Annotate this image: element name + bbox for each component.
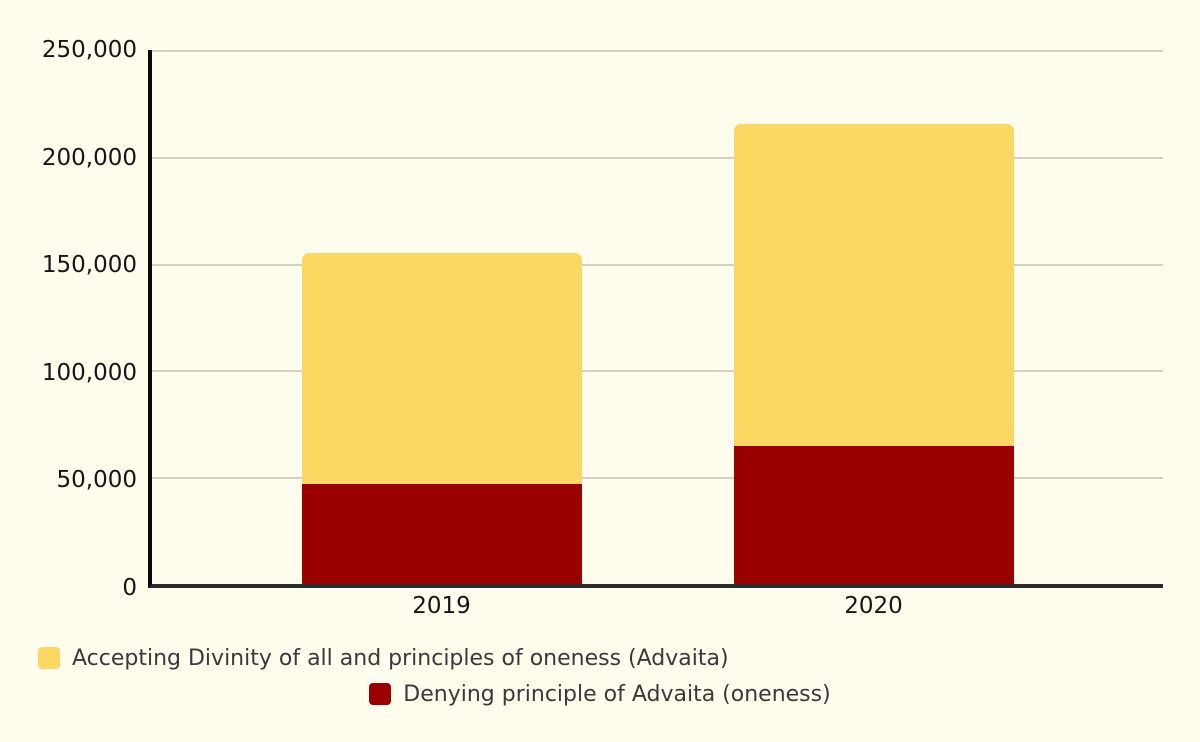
x-axis-tick-label: 2020 <box>844 593 903 619</box>
y-axis-tick-label: 150,000 <box>41 252 137 279</box>
plot-area <box>148 50 1163 588</box>
bar-segment[interactable] <box>301 252 582 484</box>
bar-stack-2020 <box>733 50 1014 584</box>
bar-stack-2019 <box>301 50 582 584</box>
gridline <box>152 50 1163 52</box>
bar-segment[interactable] <box>733 123 1014 447</box>
y-axis-tick-label: 250,000 <box>41 37 137 63</box>
y-axis-labels: 0 50,000 100,000 150,000 200,000 250,000 <box>0 37 137 601</box>
gridline <box>152 156 1163 159</box>
legend-swatch-denying-icon <box>369 683 392 705</box>
gridlines <box>152 50 1163 584</box>
gridline <box>152 370 1163 373</box>
bar-segment[interactable] <box>733 446 1014 584</box>
y-axis-tick-label: 50,000 <box>56 467 137 494</box>
gridline <box>152 477 1163 480</box>
gridline <box>152 263 1163 266</box>
y-axis-tick-label: 100,000 <box>41 359 137 386</box>
bars <box>152 50 1163 584</box>
y-axis-tick-label: 0 <box>122 575 137 601</box>
bar-segment[interactable] <box>301 483 582 584</box>
legend-label-denying: Denying principle of Advaita (oneness) <box>403 681 831 707</box>
legend-item-accepting[interactable]: Accepting Divinity of all and principles… <box>0 645 1200 671</box>
legend-swatch-accepting-icon <box>38 647 60 669</box>
x-axis-tick-label: 2019 <box>412 593 471 619</box>
legend-label-accepting: Accepting Divinity of all and principles… <box>72 645 729 671</box>
legend: Accepting Divinity of all and principles… <box>0 646 1200 718</box>
x-axis-labels: 2019 2020 <box>152 593 1163 619</box>
y-axis-tick-label: 200,000 <box>41 144 137 171</box>
legend-item-denying[interactable]: Denying principle of Advaita (oneness) <box>0 681 1200 707</box>
